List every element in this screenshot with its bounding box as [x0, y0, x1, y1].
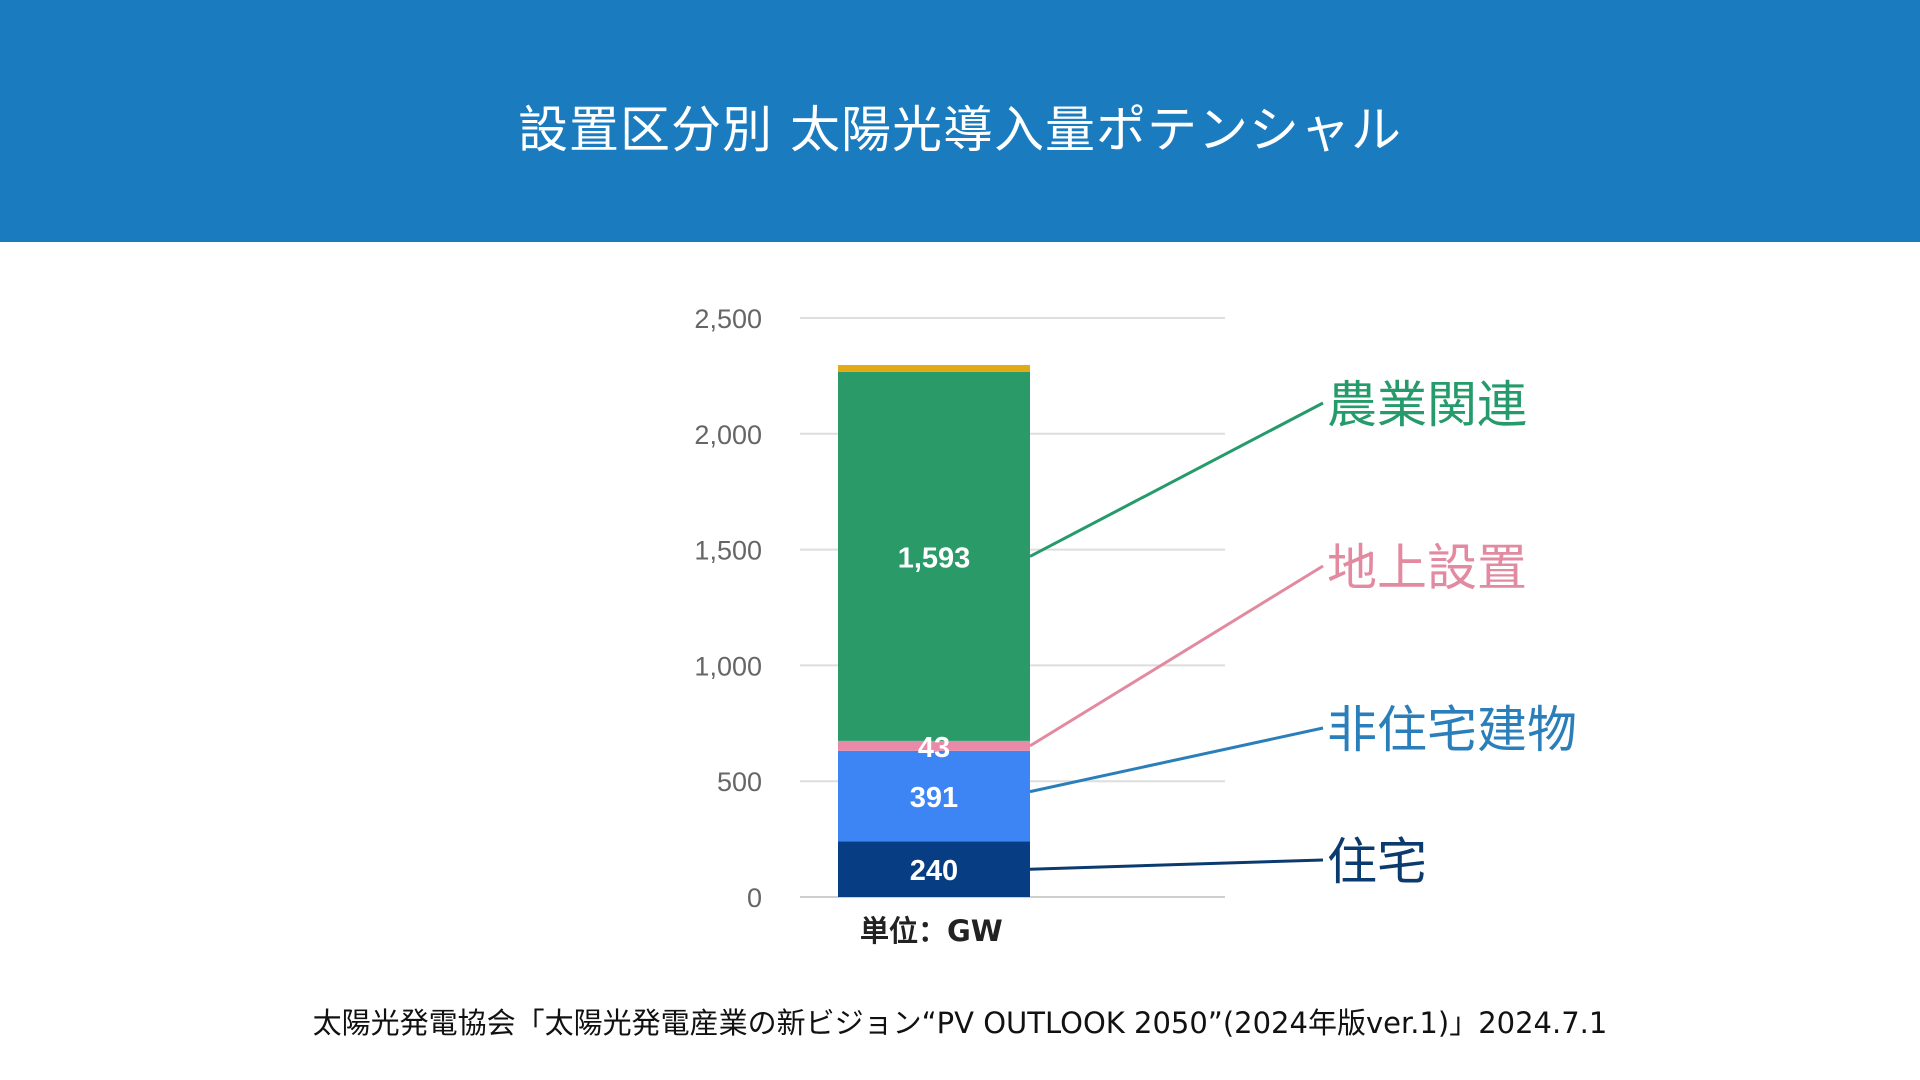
leader-lines [1029, 401, 1324, 871]
y-tick-label: 2,000 [694, 420, 762, 450]
source-citation: 太陽光発電協会「太陽光発電産業の新ビジョン“PV OUTLOOK 2050”(2… [312, 1006, 1608, 1040]
y-tick-label: 0 [747, 883, 762, 913]
leader-line [1029, 726, 1324, 794]
bar-segment [838, 750, 1030, 842]
page-title: 設置区分別 太陽光導入量ポテンシャル [518, 101, 1402, 159]
leader-line [1029, 401, 1324, 558]
leader-line [1029, 564, 1324, 748]
bar-segment [838, 371, 1030, 741]
y-axis-tick-labels: 0 500 1,000 1,500 2,000 2,500 [694, 304, 762, 913]
value-label: 391 [910, 782, 958, 814]
value-label: 1,593 [898, 542, 971, 574]
y-tick-label: 1,000 [694, 651, 762, 681]
y-tick-label: 500 [717, 767, 762, 797]
series-labels: 住宅 非住宅建物 地上設置 農業関連 [1327, 376, 1577, 891]
series-label: 住宅 [1327, 833, 1427, 891]
series-label: 地上設置 [1327, 539, 1527, 597]
leader-line [1029, 858, 1324, 871]
y-tick-label: 2,500 [694, 304, 762, 334]
bar-segment [838, 841, 1030, 897]
unit-label: 単位：GW [860, 914, 1003, 948]
series-label: 非住宅建物 [1327, 701, 1577, 759]
y-tick-label: 1,500 [694, 536, 762, 566]
bar-segments [838, 365, 1030, 897]
value-labels: 240 391 43 1,593 [898, 542, 971, 887]
series-label: 農業関連 [1327, 376, 1527, 434]
bar-segment [838, 365, 1030, 372]
bar-segment [838, 740, 1030, 751]
value-label: 43 [918, 732, 950, 764]
value-label: 240 [910, 855, 958, 887]
title-banner: 設置区分別 太陽光導入量ポテンシャル [0, 0, 1920, 242]
